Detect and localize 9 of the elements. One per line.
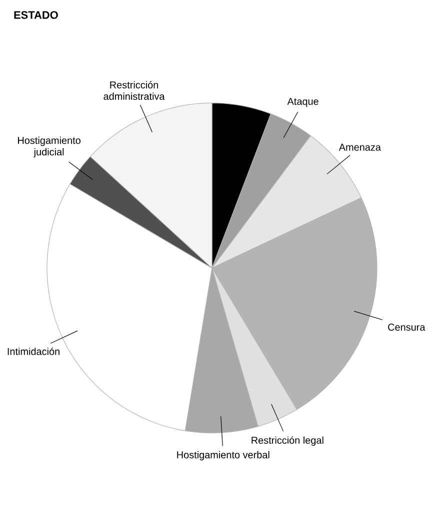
slice-label: Restricción legal: [252, 436, 324, 446]
chart-title: ESTADO: [14, 11, 58, 19]
slice-label: Amenaza: [339, 144, 382, 151]
slice-label: Hostigamiento judicial: [18, 136, 81, 158]
slice-label: Ataque: [288, 98, 319, 107]
slice-label: Restricción administrativa: [104, 80, 165, 100]
slice-label: Censura: [388, 324, 426, 331]
slice-label: Intimidación: [8, 348, 60, 356]
slice-label: Hostigamiento verbal: [177, 451, 270, 460]
